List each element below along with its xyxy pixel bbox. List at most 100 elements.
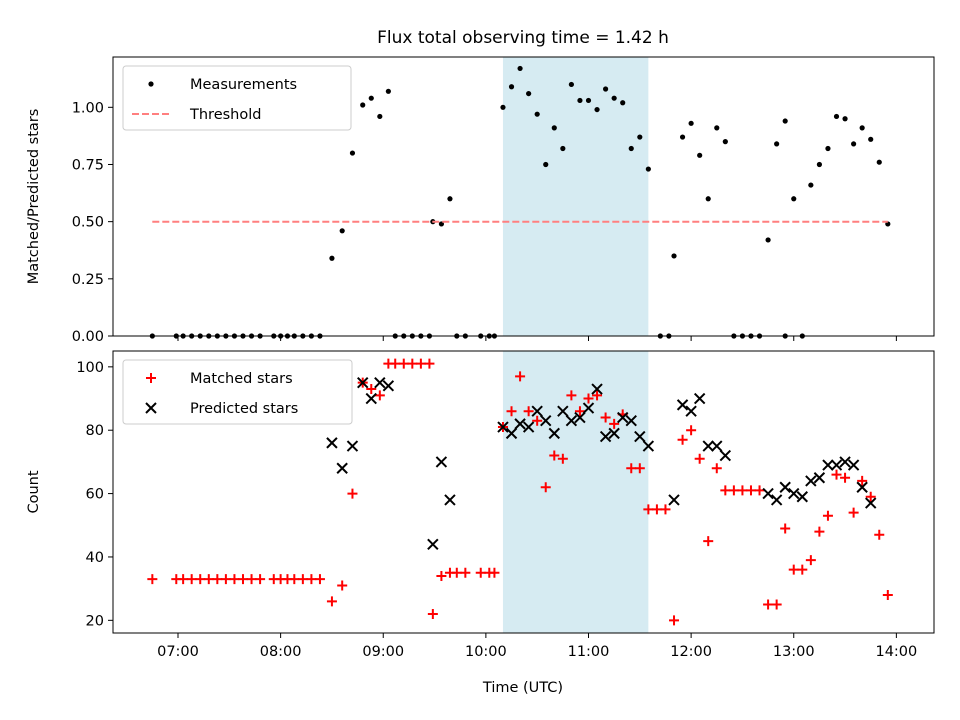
data-point [720,485,731,496]
data-point [643,504,654,515]
data-point [582,402,595,414]
x-tick-label: 14:00 [875,644,917,660]
data-point [805,555,816,566]
data-point [560,145,566,152]
data-point [774,141,780,147]
data-point [289,574,300,585]
data-point [719,449,732,462]
data-point [876,159,882,165]
data-point [500,104,506,110]
data-point [540,415,552,427]
data-point [186,574,197,585]
data-point [851,141,857,147]
data-point [374,390,385,401]
data-point [390,358,401,369]
data-point [349,150,356,156]
data-point [697,152,703,158]
data-point [526,90,532,97]
data-point [770,494,783,506]
data-point [592,390,603,401]
data-point [444,494,456,506]
data-point [762,487,774,500]
chart-title: Flux total observing time = 1.42 h [377,28,669,48]
data-point [645,166,651,172]
data-point [831,469,842,480]
highlight-span [502,57,649,336]
y-axis-label: Count [26,470,42,513]
data-point [435,456,448,468]
data-point [517,65,523,72]
data-point [591,383,603,395]
data-point [366,384,377,395]
data-point [377,113,383,120]
data-point [637,134,643,140]
data-point [833,113,840,120]
data-point [813,472,826,484]
data-point [557,405,569,417]
data-point [374,376,386,389]
x-tick-label: 07:00 [157,644,199,660]
data-point [791,196,797,202]
data-point [669,615,680,626]
panel-2: 20 40 60 80 100 07:00 08:00 09:00 10:00 11:00 12:0… [26,350,935,660]
data-point [436,570,447,581]
data-point [195,574,206,585]
data-point [634,463,645,474]
chart-panels: 0.00 0.25 0.50 0.75 1.00 Matched/Predicted st… [26,56,935,660]
legend: Measurements Threshold [122,65,352,131]
data-point [616,411,629,424]
data-point [475,567,486,578]
data-point [594,106,600,113]
data-point [565,415,578,427]
data-point [668,494,680,506]
data-point [540,482,551,493]
data-point [765,237,771,243]
data-point [566,390,577,401]
data-point [415,358,426,369]
data-point [865,491,876,502]
data-point [574,406,585,417]
data-point [626,463,637,474]
y-tick-label: 100 [76,360,104,376]
series-matched-stars [147,358,893,626]
data-point [531,405,543,417]
series-predicted-stars [326,376,877,550]
data-point [255,574,266,585]
data-point [703,536,714,547]
y-tick-label: 80 [86,423,104,439]
data-point [203,574,214,585]
data-point [577,97,583,104]
data-point [599,430,612,443]
panel-1: 0.00 0.25 0.50 0.75 1.00 Matched/Predicted st… [26,56,935,345]
data-point [625,415,637,427]
data-point [822,459,834,471]
x-tick-label: 13:00 [773,644,815,660]
legend-label: Predicted stars [190,401,298,417]
y-tick-label: 0.50 [72,215,104,231]
data-point [805,475,817,487]
data-point [780,523,791,534]
data-point [522,421,535,433]
data-point [705,196,711,202]
data-point [326,437,338,449]
x-tick-label: 08:00 [260,644,302,660]
legend-box [122,65,352,131]
data-point [677,434,688,445]
data-point [737,485,748,496]
data-point [722,139,728,145]
data-point [451,567,462,578]
data-point [859,125,865,131]
data-point [574,411,586,424]
x-tick-label: 09:00 [362,644,404,660]
legend-label: Matched stars [190,371,293,387]
axes-frame [112,56,935,337]
data-point [711,463,722,474]
data-point [346,440,359,452]
data-point [237,574,248,585]
legend-label: Measurements [190,77,297,93]
legend: Matched stars Predicted stars [122,359,353,425]
data-point [368,95,374,101]
data-point [865,497,877,509]
data-point [693,392,706,405]
